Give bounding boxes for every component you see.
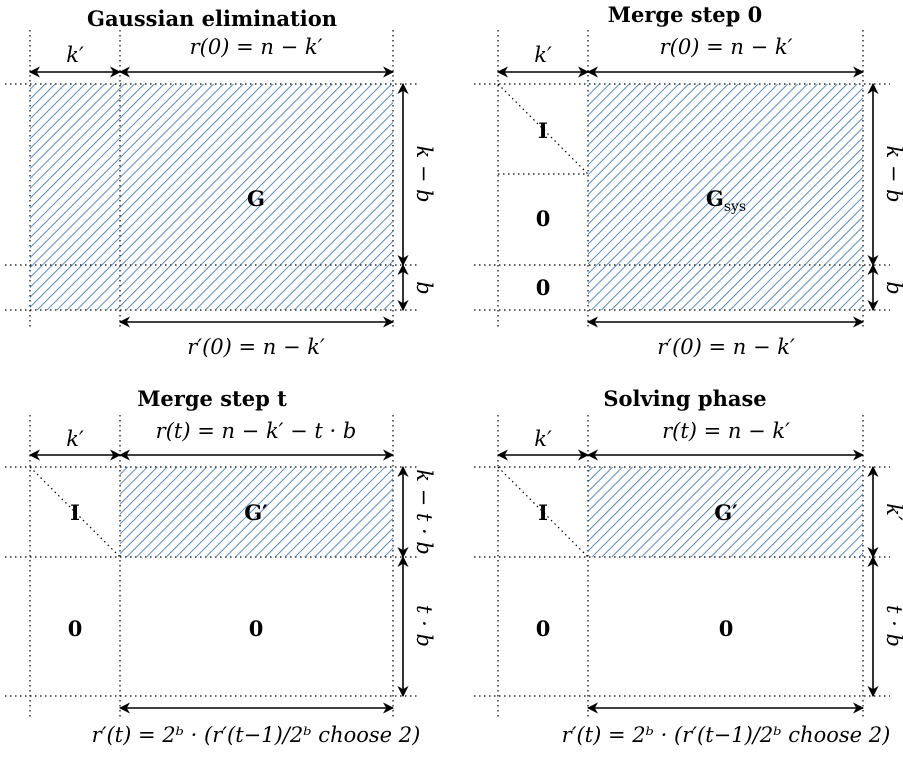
matrix-label: G′	[714, 500, 738, 525]
label-rprime: r′(t) = 2ᵇ · (r′(t−1)/2ᵇ choose 2)	[562, 723, 891, 747]
label-k: k′	[66, 427, 84, 451]
matrix-label: G	[247, 186, 265, 211]
zero-label: 0	[719, 616, 734, 641]
identity-label: I	[538, 500, 548, 525]
matrix-label: G′	[244, 500, 268, 525]
panel-title: Merge step t	[137, 386, 287, 411]
panel-title: Merge step 0	[608, 2, 763, 27]
label-k: k′	[534, 43, 552, 67]
zero-label: 0	[536, 616, 551, 641]
label-rprime: r′(t) = 2ᵇ · (r′(t−1)/2ᵇ choose 2)	[92, 723, 421, 747]
zero-label: 0	[536, 206, 551, 231]
label-b: b	[412, 281, 436, 294]
matrix-gprime	[120, 467, 393, 557]
label-k: k′	[534, 427, 552, 451]
label-k: k′	[66, 43, 84, 67]
label-r: r(t) = n − k′ − t · b	[156, 419, 357, 443]
panel-solving-phase: Solving phase k′ r(t) = n − k′ k′ t · b …	[474, 386, 903, 747]
label-r: r(0) = n − k′	[660, 35, 793, 59]
matrix-g	[30, 84, 393, 310]
zero-label: 0	[68, 616, 83, 641]
panel-merge-step-0: Merge step 0 k′ r(0) = n − k′ k − b b r′…	[474, 2, 903, 359]
label-k-minus-b: k − b	[882, 145, 903, 202]
label-b: b	[882, 281, 903, 294]
label-k-prime: k′	[882, 503, 903, 521]
label-r: r(t) = n − k′	[662, 419, 790, 443]
label-k-minus-tb: k − t · b	[412, 469, 436, 555]
identity-label: I	[538, 118, 548, 143]
matrix-label: Gsys	[706, 186, 746, 215]
label-tb: t · b	[882, 605, 903, 647]
identity-label: I	[70, 500, 80, 525]
label-tb: t · b	[412, 605, 436, 647]
label-rprime: r′(0) = n − k′	[657, 335, 795, 359]
label-r: r(0) = n − k′	[190, 35, 323, 59]
panel-gaussian-elimination: Gaussian elimination k′ r(0) = n − k′ k …	[5, 6, 436, 359]
label-k-minus-b: k − b	[412, 145, 436, 202]
label-rprime: r′(0) = n − k′	[187, 335, 325, 359]
panel-title: Gaussian elimination	[87, 6, 337, 31]
panel-merge-step-t: Merge step t k′ r(t) = n − k′ − t · b k …	[5, 386, 436, 747]
matrix-gprime	[588, 467, 863, 557]
panel-title: Solving phase	[603, 386, 766, 411]
zero-label: 0	[249, 616, 264, 641]
zero-label: 0	[536, 275, 551, 300]
matrix-gsys	[588, 84, 863, 310]
